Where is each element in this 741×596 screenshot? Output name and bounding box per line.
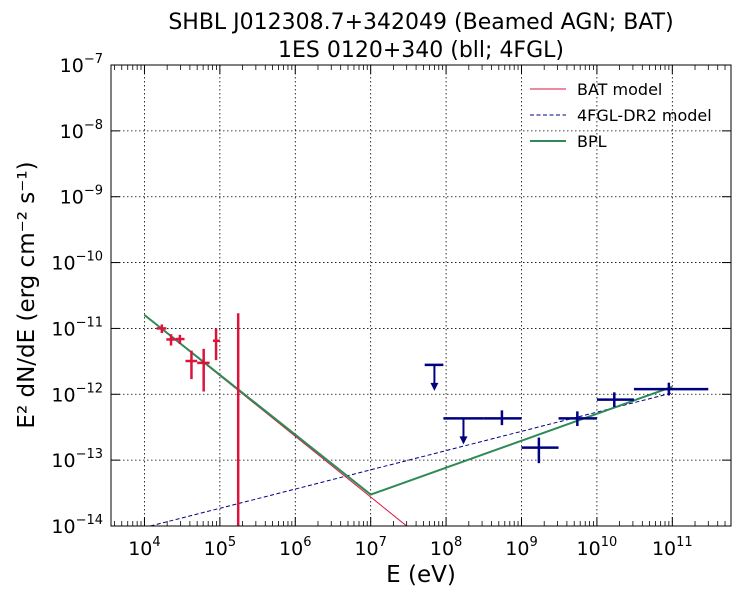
y-tick-label: 10−10 <box>51 250 103 275</box>
x-tick-label: 105 <box>204 535 236 560</box>
y-tick-label: 10−14 <box>51 513 103 538</box>
x-tick-label: 107 <box>354 535 386 560</box>
series-line-4fgl-dr2-model <box>150 392 673 526</box>
x-tick-label: 108 <box>430 535 462 560</box>
bat-point <box>156 324 167 334</box>
fermi-point <box>521 437 559 464</box>
legend-label: 4FGL-DR2 model <box>577 106 712 125</box>
bat-point <box>185 350 198 380</box>
y-tick-label: 10−9 <box>60 184 103 209</box>
legend: BAT model 4FGL-DR2 model BPL <box>530 80 712 151</box>
fermi-point <box>483 410 522 426</box>
bat-data-points <box>156 313 240 526</box>
fermi-upper-limit <box>443 417 484 445</box>
y-tick-label: 10−13 <box>51 447 103 472</box>
fermi-upper-limit-arrowhead <box>459 436 468 445</box>
legend-label: BPL <box>577 132 607 151</box>
fermi-data-points <box>424 363 709 464</box>
y-tick-label: 10−11 <box>51 315 103 340</box>
fermi-upper-limit-arrowhead <box>430 382 439 391</box>
x-tick-label: 109 <box>505 535 537 560</box>
x-tick-label: 106 <box>279 535 311 560</box>
bat-point <box>175 334 185 345</box>
series-line-bpl <box>143 314 673 496</box>
fermi-point <box>633 382 709 396</box>
x-tick-labels: 104 105 106 107 108 109 1010 1011 <box>128 535 692 560</box>
y-tick-labels: 10−14 10−13 10−12 10−11 10−10 10−9 10−8 10−7 <box>51 52 103 538</box>
fermi-upper-limit <box>424 363 444 391</box>
minor-ticks <box>114 65 726 526</box>
major-ticks <box>111 64 731 527</box>
x-tick-label: 1011 <box>652 535 693 560</box>
x-axis-label: E (eV) <box>386 562 456 588</box>
bat-point <box>212 328 220 361</box>
bat-point <box>236 313 240 526</box>
fermi-point <box>558 411 597 426</box>
bat-point <box>197 348 210 392</box>
y-tick-label: 10−7 <box>60 52 103 77</box>
chart-title-line1: SHBL J012308.7+342049 (Beamed AGN; BAT) <box>168 10 673 35</box>
legend-label: BAT model <box>577 80 662 99</box>
y-tick-label: 10−8 <box>60 118 103 143</box>
y-axis-label: E² dN/dE (erg cm⁻² s⁻¹) <box>14 161 40 428</box>
chart-title-line2: 1ES 0120+340 (bll; 4FGL) <box>278 38 564 63</box>
x-tick-label: 1010 <box>577 535 618 560</box>
plot-frame <box>110 64 732 527</box>
model-lines <box>143 314 673 526</box>
y-tick-label: 10−12 <box>51 381 103 406</box>
bat-point <box>166 334 176 346</box>
fermi-point <box>596 392 634 408</box>
x-tick-label: 104 <box>128 535 160 560</box>
